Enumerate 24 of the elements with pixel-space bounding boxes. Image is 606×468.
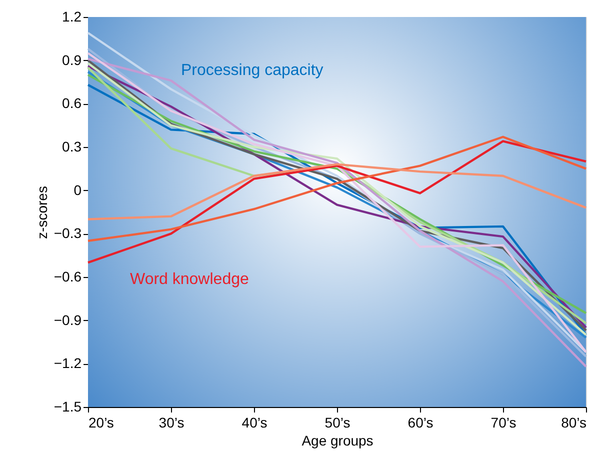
y-tick-label: 0 (74, 182, 82, 198)
line-series (86, 136, 588, 242)
x-axis-title: Age groups (302, 432, 374, 448)
y-tick-label: −1.5 (54, 398, 82, 414)
y-tick-label: 0.3 (62, 138, 82, 154)
x-tick-label: 50’s (324, 414, 350, 430)
y-tick-label: 0.6 (62, 95, 82, 112)
y-axis-title: z-scores (34, 186, 50, 239)
line-series (86, 163, 588, 220)
x-tick-label: 30’s (158, 414, 184, 430)
x-tick-label: 80’s (561, 414, 586, 430)
y-tick-label: −0.6 (54, 268, 82, 284)
y-tick-label: −1.2 (54, 355, 82, 372)
y-tick-label: 0.9 (62, 52, 82, 68)
x-tick-label: 70’s (490, 414, 516, 430)
x-tick-label: 20’s (88, 414, 114, 430)
y-tick-label: −0.3 (54, 225, 82, 242)
x-tick-label: 40’s (242, 414, 268, 430)
y-tick-label: −0.9 (54, 312, 82, 328)
line-series (86, 140, 588, 264)
annotation: Word knowledge (130, 271, 249, 288)
annotation: Processing capacity (181, 62, 324, 79)
x-tick-label: 60’s (408, 414, 434, 430)
y-tick-label: 1.2 (62, 8, 82, 24)
